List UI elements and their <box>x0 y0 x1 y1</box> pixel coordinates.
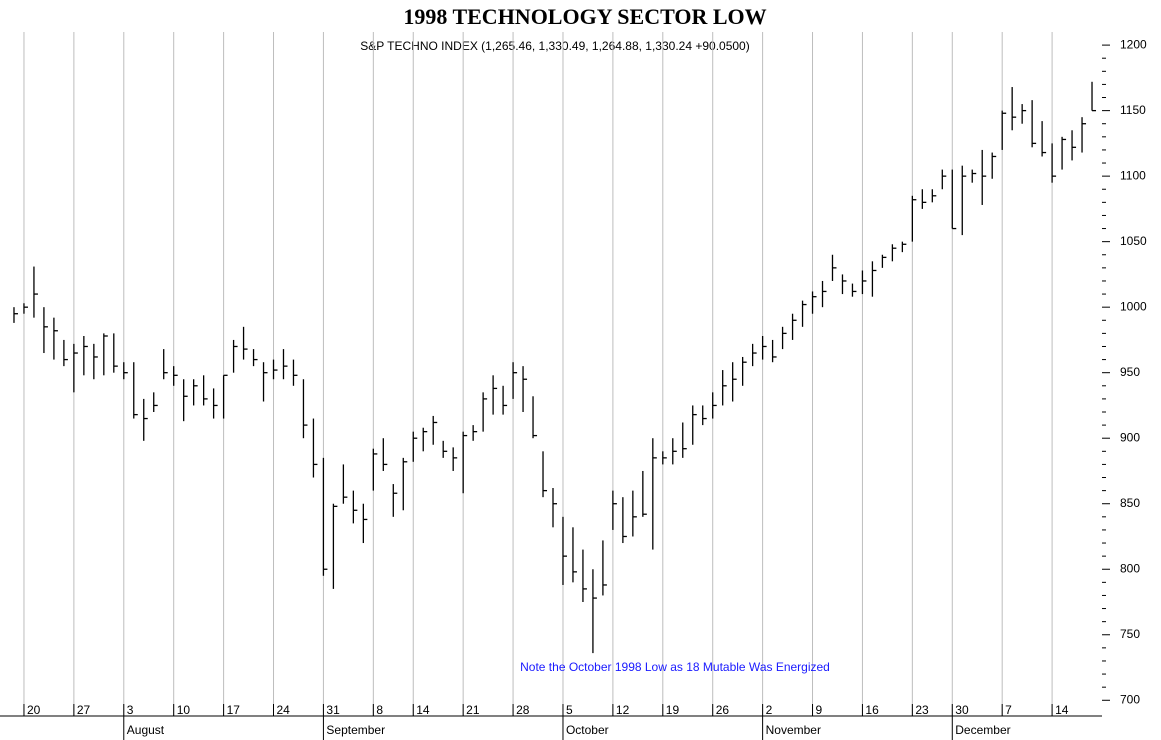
y-tick-label: 900 <box>1120 430 1140 444</box>
x-tick-label: 2 <box>766 703 773 717</box>
x-tick-label: 26 <box>716 703 730 717</box>
chart-title: 1998 TECHNOLOGY SECTOR LOW <box>403 4 766 29</box>
y-tick-label: 850 <box>1120 496 1140 510</box>
x-tick-label: 17 <box>227 703 241 717</box>
x-tick-label: 30 <box>955 703 969 717</box>
x-tick-label: 10 <box>177 703 191 717</box>
x-tick-label: 14 <box>416 703 430 717</box>
x-tick-label: 16 <box>865 703 879 717</box>
x-tick-label: 3 <box>127 703 134 717</box>
y-tick-label: 1150 <box>1120 103 1146 117</box>
x-tick-label: 21 <box>466 703 480 717</box>
x-tick-label: 8 <box>376 703 383 717</box>
x-tick-label: 20 <box>27 703 41 717</box>
y-tick-label: 750 <box>1120 627 1140 641</box>
x-tick-label: 23 <box>915 703 929 717</box>
y-tick-label: 950 <box>1120 365 1140 379</box>
x-tick-label: 19 <box>666 703 680 717</box>
x-tick-label: 12 <box>616 703 630 717</box>
x-tick-label: 28 <box>516 703 530 717</box>
y-tick-label: 1050 <box>1120 234 1147 248</box>
y-tick-label: 1000 <box>1120 299 1147 313</box>
x-tick-label: 27 <box>77 703 91 717</box>
x-tick-label: 24 <box>277 703 291 717</box>
annotation: Note the October 1998 Low as 18 Mutable … <box>520 660 830 674</box>
month-label: December <box>955 723 1010 737</box>
x-tick-label: 9 <box>816 703 823 717</box>
y-tick-label: 1100 <box>1120 168 1146 182</box>
month-label: October <box>566 723 609 737</box>
y-tick-label: 700 <box>1120 692 1140 706</box>
y-tick-label: 800 <box>1120 561 1140 575</box>
x-tick-label: 5 <box>566 703 573 717</box>
chart-subtitle: S&P TECHNO INDEX (1,265.46, 1,330.49, 1,… <box>360 39 749 53</box>
x-tick-label: 31 <box>326 703 340 717</box>
month-label: September <box>326 723 385 737</box>
x-tick-label: 7 <box>1005 703 1012 717</box>
month-label: August <box>127 723 165 737</box>
x-tick-label: 14 <box>1055 703 1069 717</box>
y-tick-label: 1200 <box>1120 37 1147 51</box>
month-label: November <box>766 723 821 737</box>
